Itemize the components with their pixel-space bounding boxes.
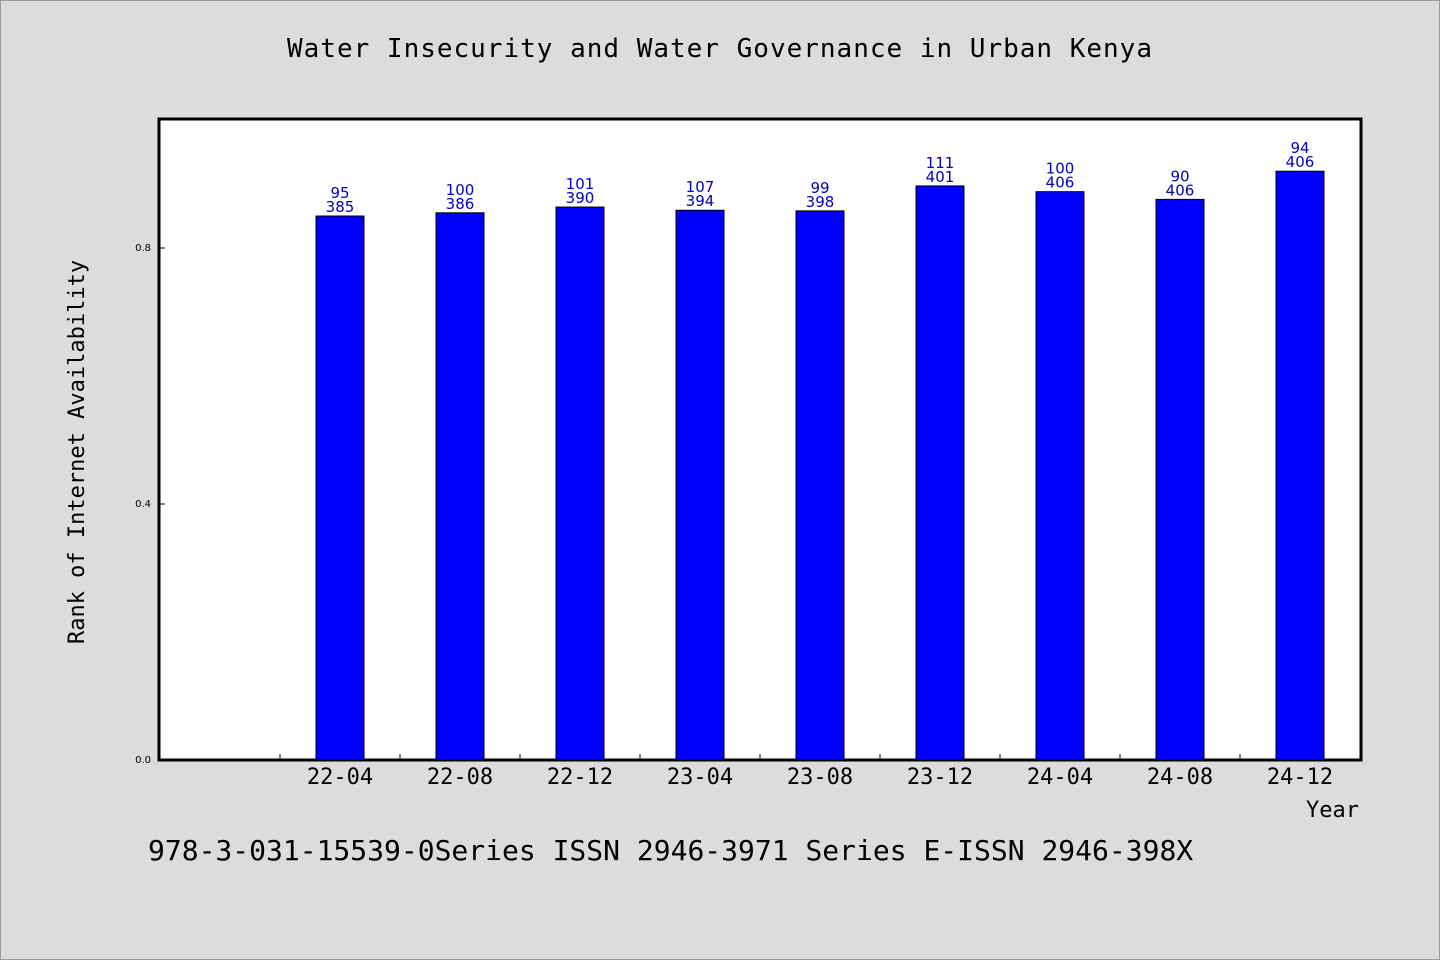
bar-22-12 [555,206,605,761]
y-tick-label: 0.8 [135,243,151,254]
bar-24-04 [1035,191,1085,761]
bar-22-08 [435,212,485,761]
bar-label-top-23-04: 107 [686,178,715,196]
x-tick-label-22-08: 22-08 [427,765,493,790]
bar-label-bottom-22-12: 390 [566,189,595,207]
x-tick-label-23-08: 23-08 [787,765,853,790]
bar-label-top-23-08: 99 [810,179,829,197]
bar-24-08 [1155,198,1205,761]
footer-isbn-text: 978-3-031-15539-0Series ISSN 2946-3971 S… [148,834,1194,867]
bar-label-bottom-24-04: 406 [1046,174,1075,192]
bars-group [315,170,1325,761]
bar-label-top-22-12: 101 [566,175,595,193]
bar-label-bottom-23-08: 398 [806,193,835,211]
bar-label-top-24-04: 100 [1046,160,1075,178]
bar-label-bottom-23-04: 394 [686,192,715,210]
bar-23-12 [915,185,965,761]
bar-label-bottom-22-08: 386 [446,195,475,213]
x-tick-label-22-04: 22-04 [307,765,373,790]
bar-23-04 [675,209,725,761]
y-tick-label: 0.0 [135,755,151,766]
bar-23-08 [795,210,845,761]
y-tick-label: 0.4 [135,499,151,510]
x-tick-label-23-12: 23-12 [907,765,973,790]
x-tick-label-23-04: 23-04 [667,765,733,790]
x-tick-label-24-12: 24-12 [1267,765,1333,790]
bar-label-bottom-23-12: 401 [926,168,955,186]
y-axis-label: Rank of Internet Availability [65,260,90,644]
bar-label-top-23-12: 111 [926,154,955,172]
bar-24-12 [1275,170,1325,761]
x-axis-ticks: 22-04 22-08 22-12 23-04 23-08 23-12 24-04 24-08… [279,754,1361,790]
bar-label-top-24-12: 94 [1290,139,1309,157]
bar-label-top-22-04: 95 [330,184,349,202]
chart-title: Water Insecurity and Water Governance in… [287,34,1153,64]
x-axis-label: Year [1306,798,1359,823]
bar-label-top-22-08: 100 [446,181,475,199]
bar-label-bottom-22-04: 385 [326,198,355,216]
bar-22-04 [315,215,365,761]
x-tick-label-24-04: 24-04 [1027,765,1093,790]
bar-label-bottom-24-12: 406 [1286,153,1315,171]
y-axis-ticks: 0.0 0.4 0.8 [135,243,165,766]
bar-label-bottom-24-08: 406 [1166,181,1195,199]
x-tick-label-24-08: 24-08 [1147,765,1213,790]
x-tick-label-22-12: 22-12 [547,765,613,790]
bar-label-top-24-08: 90 [1170,167,1189,185]
